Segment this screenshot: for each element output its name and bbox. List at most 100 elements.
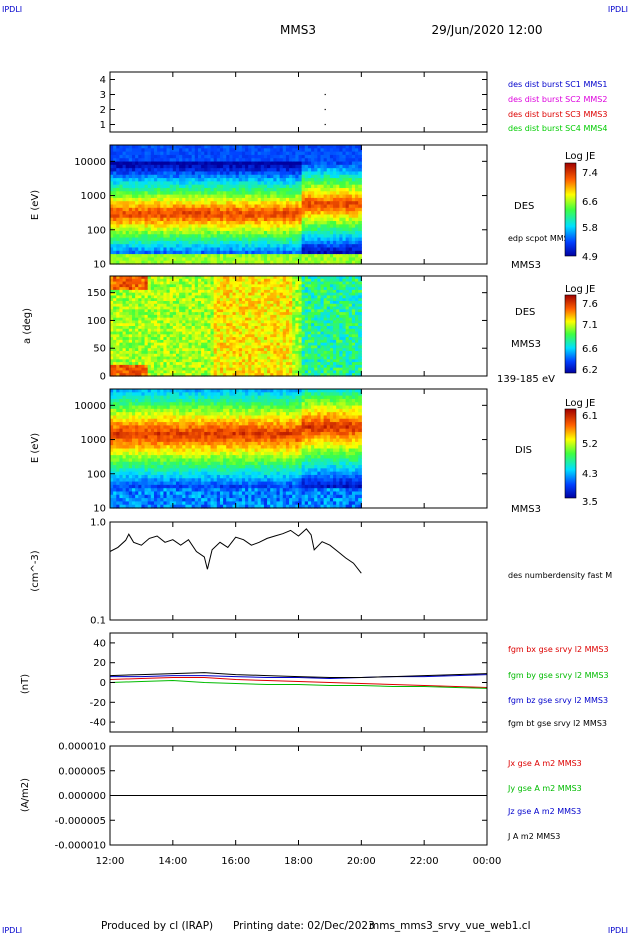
spectrogram-cell: [131, 187, 136, 192]
spectrogram-cell: [125, 257, 130, 262]
spectrogram-cell: [116, 191, 121, 196]
spectrogram-cell: [119, 161, 124, 166]
spectrogram-cell: [144, 187, 149, 192]
spectrogram-cell: [166, 224, 171, 229]
spectrogram-cell: [141, 240, 146, 245]
spectrogram-cell: [119, 154, 124, 159]
spectrogram-cell: [182, 247, 186, 252]
spectrogram-cell: [128, 151, 133, 156]
spectrogram-cell: [135, 178, 139, 182]
spectrogram-cell: [119, 247, 124, 252]
spectrogram-cell: [182, 174, 186, 179]
spectrogram-cell: [204, 214, 208, 219]
spectrogram-cell: [197, 230, 202, 235]
spectrogram-cell: [223, 250, 227, 255]
spectrogram-cell: [191, 254, 196, 258]
spectrogram-cell: [163, 204, 168, 209]
spectrogram-cell: [194, 234, 199, 239]
spectrogram-cell: [191, 187, 196, 192]
spectrogram-cell: [110, 260, 114, 265]
spectrogram-cell: [210, 217, 215, 222]
spectrogram-cell: [147, 181, 152, 186]
spectrogram-cell: [229, 174, 234, 179]
spectrogram-cell: [110, 184, 114, 189]
spectrogram-cell: [160, 204, 165, 209]
spectrogram-cell: [175, 158, 180, 163]
spectrogram-cell: [119, 158, 124, 163]
spectrogram-cell: [135, 151, 139, 156]
spectrogram-cell: [131, 181, 136, 186]
spectrogram-cell: [207, 204, 212, 209]
spectrogram-cell: [157, 250, 161, 255]
spectrogram-cell: [229, 244, 234, 249]
spectrogram-cell: [229, 197, 234, 202]
spectrogram-cell: [175, 217, 180, 222]
spectrogram-cell: [122, 184, 127, 189]
spectrogram-cell: [219, 181, 224, 186]
spectrogram-cell: [172, 181, 177, 186]
spectrogram-cell: [113, 184, 117, 189]
spectrogram-cell: [119, 260, 124, 265]
spectrogram-cell: [204, 217, 208, 222]
spectrogram-cell: [216, 244, 221, 249]
spectrogram-cell: [138, 168, 143, 173]
spectrogram-cell: [110, 164, 114, 169]
spectrogram-cell: [147, 187, 152, 192]
spectrogram-cell: [160, 224, 165, 229]
spectrogram-cell: [110, 237, 114, 242]
spectrogram-cell: [166, 204, 171, 209]
spectrogram-cell: [157, 221, 161, 225]
spectrogram-cell: [153, 237, 158, 242]
spectrogram-cell: [169, 174, 174, 179]
spectrogram-cell: [223, 217, 227, 222]
spectrogram-cell: [138, 221, 143, 225]
spectrogram-cell: [169, 197, 174, 202]
spectrogram-cell: [213, 174, 218, 179]
spectrogram-cell: [125, 197, 130, 202]
spectrogram-cell: [219, 211, 224, 216]
spectrogram-cell: [210, 211, 215, 216]
spectrogram-cell: [141, 178, 146, 182]
spectrogram-cell: [229, 247, 234, 252]
spectrogram-cell: [185, 240, 190, 245]
spectrogram-cell: [185, 247, 190, 252]
spectrogram-cell: [179, 227, 183, 232]
spectrogram-cell: [232, 237, 237, 242]
spectrogram-cell: [144, 184, 149, 189]
spectrogram-cell: [150, 247, 155, 252]
spectrogram-cell: [197, 211, 202, 216]
spectrogram-cell: [175, 224, 180, 229]
spectrogram-cell: [113, 154, 117, 159]
spectrogram-cell: [235, 234, 240, 239]
spectrogram-cell: [150, 197, 155, 202]
spectrogram-cell: [110, 204, 114, 209]
spectrogram-cell: [122, 260, 127, 265]
spectrogram-cell: [229, 257, 234, 262]
spectrogram-cell: [207, 221, 212, 225]
spectrogram-cell: [150, 158, 155, 163]
spectrogram-cell: [147, 164, 152, 169]
spectrogram-cell: [182, 181, 186, 186]
spectrogram-cell: [131, 207, 136, 212]
spectrogram-cell: [182, 221, 186, 225]
spectrogram-cell: [163, 224, 168, 229]
spectrogram-cell: [141, 171, 146, 176]
spectrogram-cell: [113, 230, 117, 235]
spectrogram-cell: [207, 151, 212, 156]
spectrogram-cell: [147, 148, 152, 153]
spectrogram-cell: [172, 158, 177, 163]
spectrogram-cell: [175, 204, 180, 209]
spectrogram-cell: [216, 191, 221, 196]
spectrogram-cell: [223, 207, 227, 212]
spectrogram-cell: [119, 178, 124, 182]
spectrogram-cell: [125, 247, 130, 252]
spectrogram-cell: [232, 227, 237, 232]
spectrogram-cell: [163, 254, 168, 258]
spectrogram-cell: [188, 181, 193, 186]
spectrogram-cell: [194, 201, 199, 206]
spectrogram-cell: [175, 164, 180, 169]
spectrogram-cell: [166, 260, 171, 265]
spectrogram-cell: [232, 201, 237, 206]
spectrogram-cell: [153, 247, 158, 252]
spectrogram-cell: [153, 221, 158, 225]
